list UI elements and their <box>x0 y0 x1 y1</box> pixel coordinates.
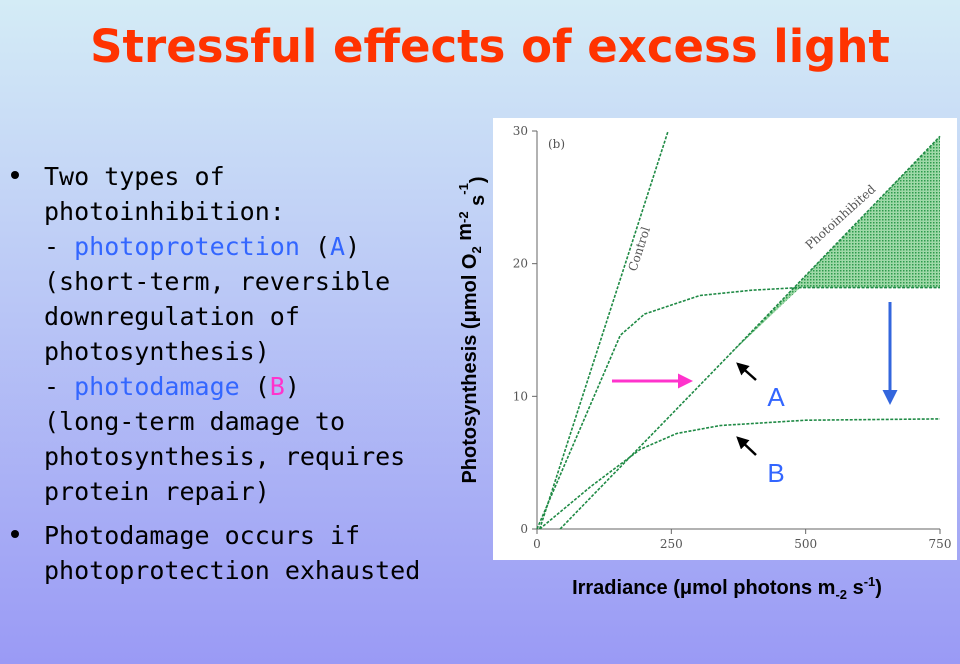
label-part: Photosynthesis (μmol O <box>459 254 481 484</box>
bullet-line: (long-term damage to <box>44 407 345 436</box>
text-run: - <box>44 232 74 261</box>
bullet-line: - photodamage (B) <box>44 372 300 401</box>
text-run: ) <box>345 232 360 261</box>
bullet-line: photosynthesis) <box>44 337 270 366</box>
bullet-line: downregulation of <box>44 302 300 331</box>
label-part: ) <box>875 577 882 599</box>
x-tick-label: 0 <box>533 537 541 551</box>
x-axis-label: Irradiance (μmol photons m-2 s-1) <box>572 574 882 602</box>
bullet-line: Two types of <box>44 162 225 191</box>
bullet-line: photoprotection exhausted <box>44 556 420 585</box>
label-part: s <box>467 195 489 212</box>
y-tick-label: 0 <box>520 522 528 536</box>
text-run: (short-term, reversible <box>44 267 390 296</box>
data-line <box>536 286 940 530</box>
text-run: photodamage <box>74 372 240 401</box>
text-run: ( <box>300 232 330 261</box>
y-tick-label: 20 <box>513 257 528 271</box>
text-run: B <box>270 372 285 401</box>
bullet-line: photoinhibition: <box>44 197 285 226</box>
data-line <box>559 135 941 530</box>
data-line <box>538 130 669 530</box>
text-run: - <box>44 372 74 401</box>
arrow <box>736 362 757 381</box>
arrow <box>736 436 757 456</box>
bullet-list: Two types of photoinhibition: - photoprote… <box>11 162 420 585</box>
y-axis-label: Photosynthesis (μmol O2 m-2 s-1) <box>454 176 489 483</box>
bullet-dot <box>11 530 19 538</box>
y-tick-label: 10 <box>513 389 528 403</box>
text-run: photoprotection exhausted <box>44 556 420 585</box>
label-a: A <box>767 382 785 412</box>
label-part: -1 <box>864 574 876 589</box>
label-b: B <box>767 458 784 488</box>
text-run: photoinhibition: <box>44 197 285 226</box>
text-run: protein repair) <box>44 477 270 506</box>
label-part: -1 <box>456 183 471 195</box>
label-part: -2 <box>456 211 471 223</box>
bullet-line: Photodamage occurs if <box>44 521 360 550</box>
text-run: Two types of <box>44 162 225 191</box>
chart-background <box>493 118 957 560</box>
panel-label: (b) <box>548 137 565 151</box>
label-part: ) <box>467 176 489 183</box>
label-part: s <box>847 577 864 599</box>
label-part: Irradiance (μmol photons m <box>572 577 835 599</box>
bullet-line: (short-term, reversible <box>44 267 390 296</box>
text-run: photosynthesis, requires <box>44 442 405 471</box>
text-run: downregulation of <box>44 302 300 331</box>
text-run: photoprotection <box>74 232 300 261</box>
x-tick-label: 250 <box>660 537 683 551</box>
x-tick-label: 750 <box>929 537 952 551</box>
text-run: ( <box>240 372 270 401</box>
label-part: m <box>454 223 476 246</box>
y-tick-label: 30 <box>513 124 528 138</box>
text-run: ) <box>285 372 300 401</box>
bullet-line: protein repair) <box>44 477 270 506</box>
data-line <box>539 418 941 530</box>
bullet-line: - photoprotection (A) <box>44 232 360 261</box>
x-tick-label: 500 <box>794 537 817 551</box>
label-part: 2 <box>469 246 484 253</box>
text-run: Photodamage occurs if <box>44 521 360 550</box>
label-part: -2 <box>835 587 847 602</box>
slide-title: Stressful effects of excess light <box>90 20 890 73</box>
text-run: photosynthesis) <box>44 337 270 366</box>
bullet-line: photosynthesis, requires <box>44 442 405 471</box>
text-run: (long-term damage to <box>44 407 345 436</box>
text-run: A <box>330 232 345 261</box>
bullet-dot <box>11 171 19 179</box>
